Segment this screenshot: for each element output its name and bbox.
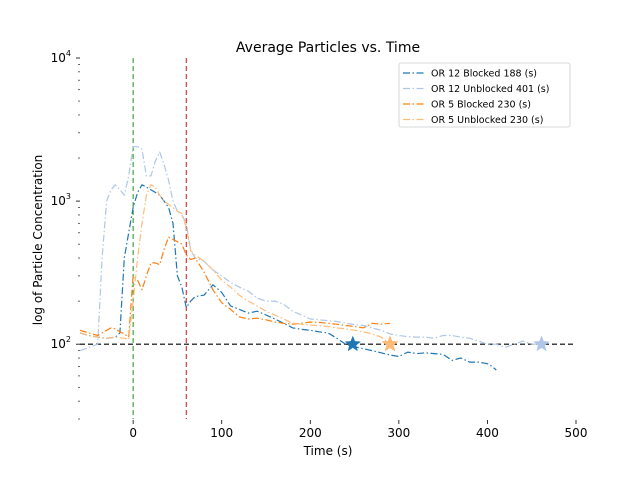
x-tick-label-0: 0 (129, 426, 137, 440)
chart-title: Average Particles vs. Time (236, 40, 420, 56)
x-tick-label-4: 400 (476, 426, 499, 440)
x-tick-label-3: 300 (387, 426, 410, 440)
x-tick-label-5: 500 (565, 426, 588, 440)
legend-label-3: OR 5 Unblocked 230 (s) (431, 115, 543, 126)
x-axis-ticks: 0 100 200 300 400 500 (129, 420, 587, 440)
legend-box (398, 62, 571, 128)
star-marker-2 (381, 335, 399, 352)
y-tick-label-0: 102 (51, 335, 71, 351)
reference-lines (80, 58, 576, 419)
series-line-1 (79, 146, 541, 352)
legend-label-0: OR 12 Blocked 188 (s) (431, 69, 537, 80)
star-marker-3 (533, 335, 550, 352)
y-axis-label: log of Particle Concentration (31, 155, 45, 326)
x-tick-label-2: 200 (299, 426, 322, 440)
x-tick-label-1: 100 (210, 426, 233, 440)
legend-label-1: OR 12 Unblocked 401 (s) (431, 84, 549, 95)
end-markers (344, 335, 550, 352)
series-line-2 (79, 236, 391, 338)
series-lines (79, 146, 541, 371)
y-tick-label-2: 104 (51, 49, 71, 65)
series-line-3 (79, 184, 391, 345)
legend-label-2: OR 5 Blocked 230 (s) (431, 100, 531, 111)
legend: OR 12 Blocked 188 (s) OR 12 Unblocked 401… (398, 62, 571, 128)
series-line-0 (79, 184, 497, 371)
y-axis-ticks: 102 103 104 (51, 49, 80, 420)
x-axis-label: Time (s) (303, 444, 353, 458)
star-marker-0 (344, 335, 362, 352)
y-tick-label-1: 103 (51, 192, 71, 208)
